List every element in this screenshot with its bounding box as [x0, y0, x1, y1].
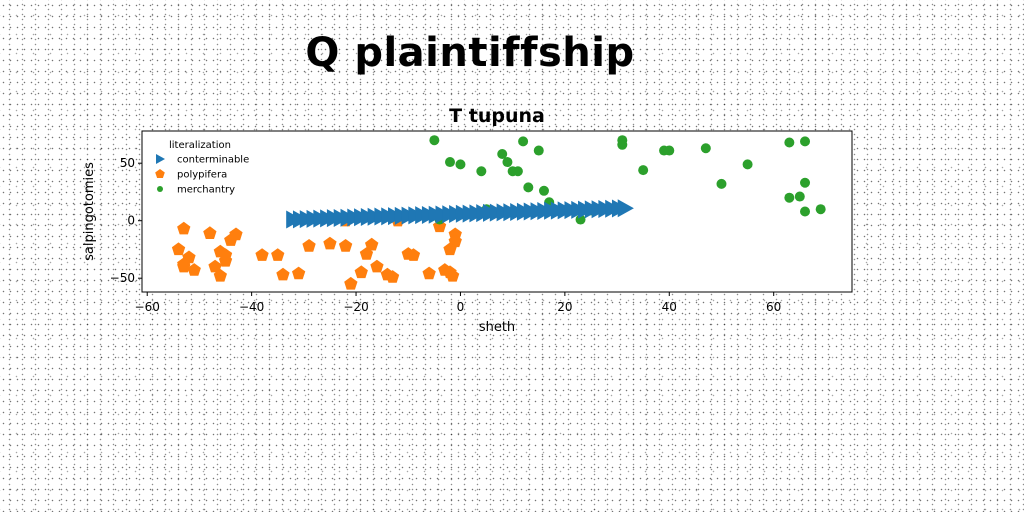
x-tick-label: 0	[457, 300, 465, 314]
polypifera-point	[203, 226, 217, 239]
conterminable-point	[617, 199, 634, 218]
polypifera-point	[370, 259, 384, 273]
polypifera-point	[276, 267, 290, 281]
merchantry-point	[784, 137, 795, 148]
merchantry-point	[815, 204, 826, 215]
merchantry-point	[445, 157, 456, 168]
polypifera-point	[208, 259, 222, 273]
polypifera-point	[177, 257, 191, 271]
merchantry-point	[700, 143, 711, 154]
polypifera-point	[422, 266, 436, 280]
polypifera-point	[213, 268, 227, 282]
polypifera-point	[446, 268, 460, 282]
x-tick-label: −40	[239, 300, 264, 314]
merchantry-point	[429, 135, 440, 146]
x-tick-label: 40	[662, 300, 677, 314]
x-tick-label: −20	[343, 300, 368, 314]
polypifera-point	[177, 221, 191, 235]
polypifera-point	[255, 248, 269, 261]
polypifera-point	[271, 248, 285, 261]
merchantry-point	[800, 177, 811, 188]
merchantry-point	[512, 166, 523, 177]
polypifera-point	[218, 248, 233, 261]
merchantry-point	[800, 136, 811, 147]
y-tick-label: 0	[127, 214, 135, 228]
x-tick-label: 60	[766, 300, 781, 314]
polypifera-point	[344, 276, 358, 290]
merchantry-point	[497, 149, 508, 159]
legend-marker	[157, 186, 163, 192]
merchantry-point	[638, 165, 649, 176]
merchantry-point	[794, 191, 805, 202]
page-title: Q plaintiffship	[305, 30, 635, 76]
merchantry-point	[518, 136, 529, 147]
x-tick-label: 20	[557, 300, 572, 314]
chart-title: T tupuna	[449, 105, 545, 127]
polypifera-point	[365, 237, 379, 251]
polypifera-point	[354, 265, 368, 279]
polypifera-point	[229, 227, 243, 241]
merchantry-point	[784, 192, 795, 203]
axes-ticks: −60 −40 −20 0 20 40 60 −50 0 50	[110, 156, 782, 314]
legend-entry: conterminable	[177, 155, 249, 166]
merchantry-point	[617, 139, 628, 150]
x-axis-label: sheth	[479, 320, 515, 335]
merchantry-point	[523, 182, 534, 193]
legend-entry: merchantry	[177, 185, 235, 196]
y-axis-label: salpingotomies	[82, 162, 97, 261]
merchantry-point	[476, 166, 487, 177]
merchantry-point	[533, 145, 544, 156]
merchantry-point	[538, 185, 549, 196]
polypifera-point	[406, 248, 421, 261]
data-marks	[171, 135, 826, 290]
polypifera-point	[302, 239, 316, 252]
merchantry-point	[716, 178, 727, 189]
y-tick-label: 50	[120, 156, 135, 170]
polypifera-point	[323, 236, 337, 250]
legend-title: literalization	[169, 140, 231, 151]
polypifera-point	[292, 266, 306, 280]
legend-marker	[156, 154, 165, 164]
polypifera-point	[385, 270, 400, 283]
polypifera-point	[171, 242, 186, 256]
merchantry-point	[742, 159, 753, 170]
merchantry-point	[502, 157, 513, 168]
legend-marker	[155, 169, 165, 178]
x-tick-label: −60	[135, 300, 160, 314]
legend: literalization conterminable polypifera me…	[155, 140, 249, 196]
merchantry-point	[800, 206, 811, 217]
polypifera-point	[187, 263, 201, 276]
merchantry-point	[664, 145, 675, 156]
y-tick-label: −50	[110, 271, 135, 285]
merchantry-point	[455, 159, 466, 170]
polypifera-point	[443, 242, 457, 256]
legend-entry: polypifera	[177, 170, 227, 181]
polypifera-point	[338, 239, 353, 252]
